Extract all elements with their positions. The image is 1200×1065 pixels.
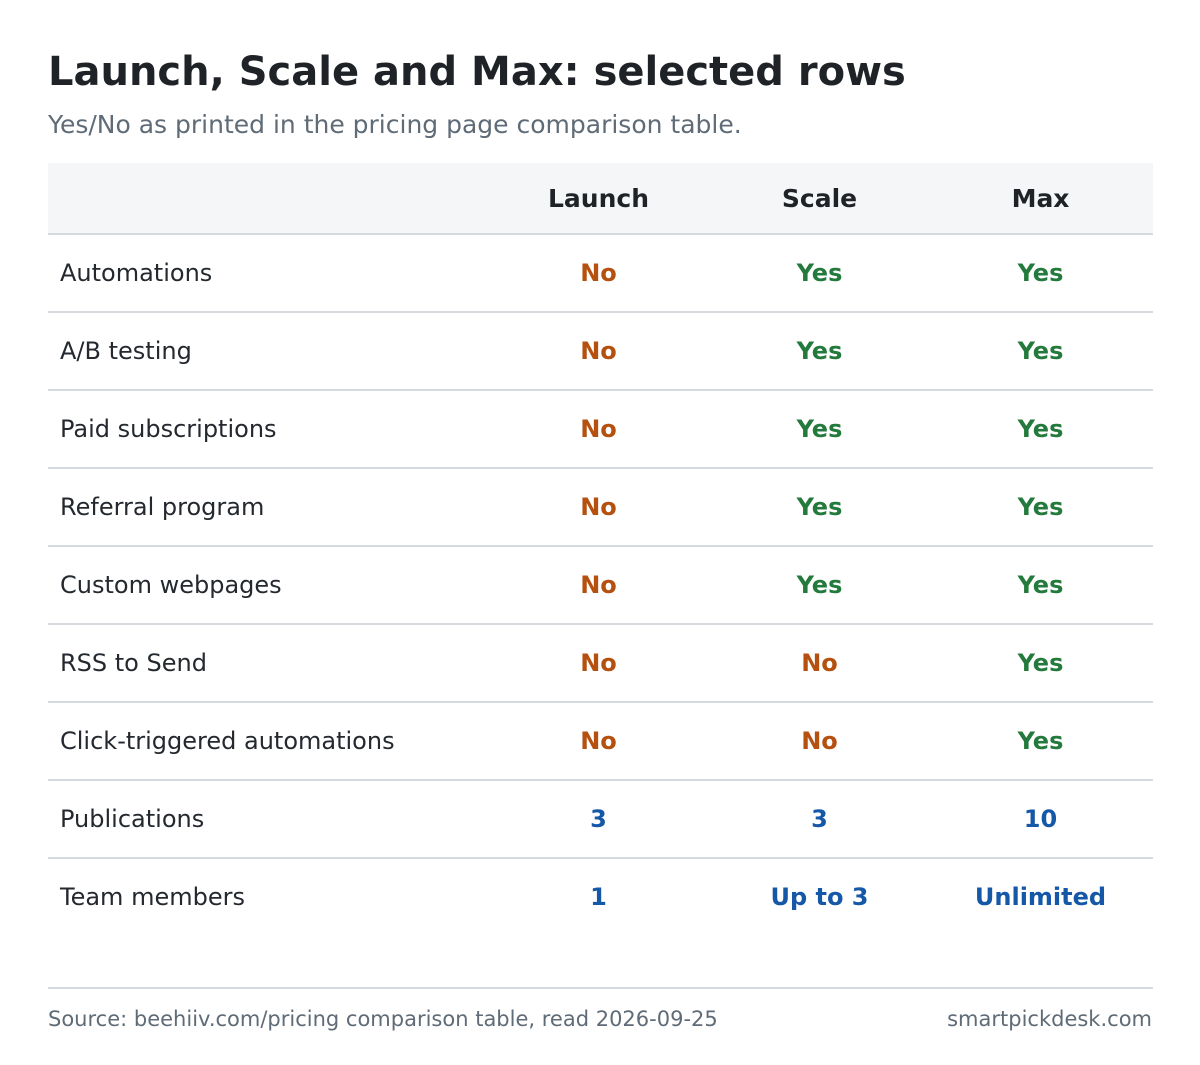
feature-label: Publications [60,805,205,833]
header-launch: Launch [547,183,649,213]
value-cell-scale: Yes [796,571,843,599]
feature-label: RSS to Send [60,649,207,677]
value-cell-max: Yes [1017,337,1064,365]
value-cell-launch: No [580,493,617,521]
table-row: Publications 3 3 10 [48,781,1153,859]
value-cell-scale: Yes [796,259,843,287]
value-cell-max: Yes [1017,727,1064,755]
value-cell-max: Unlimited [974,883,1107,911]
value-cell-scale: No [801,649,838,677]
footer-divider [48,987,1153,989]
value-cell-launch: 3 [590,805,607,833]
value-cell-max: Yes [1017,259,1064,287]
value-cell-launch: No [580,649,617,677]
value-cell-scale: Yes [796,415,843,443]
table-row: A/B testing No Yes Yes [48,313,1153,391]
value-cell-max: Yes [1017,493,1064,521]
header-scale: Scale [781,183,858,213]
value-cell-launch: No [580,571,617,599]
chart-subtitle: Yes/No as printed in the pricing page co… [48,110,742,139]
table-row: RSS to Send No No Yes [48,625,1153,703]
feature-label: Team members [60,883,245,911]
value-cell-launch: No [580,415,617,443]
feature-label: A/B testing [60,337,192,365]
value-cell-scale: 3 [811,805,828,833]
feature-label: Custom webpages [60,571,282,599]
value-cell-scale: Yes [796,493,843,521]
table-row: Custom webpages No Yes Yes [48,547,1153,625]
value-cell-launch: 1 [590,883,607,911]
value-cell-max: Yes [1017,649,1064,677]
value-cell-launch: No [580,337,617,365]
value-cell-scale: Yes [796,337,843,365]
feature-label: Automations [60,259,213,287]
value-cell-launch: No [580,727,617,755]
value-cell-max: Yes [1017,571,1064,599]
table-row: Paid subscriptions No Yes Yes [48,391,1153,469]
table-header-row: Launch Scale Max [48,163,1153,235]
source-note: Source: beehiiv.com/pricing comparison t… [48,1007,718,1031]
value-cell-max: Yes [1017,415,1064,443]
feature-label: Paid subscriptions [60,415,277,443]
feature-label: Click-triggered automations [60,727,395,755]
comparison-table: Launch Scale Max Automations No Yes Yes A/B … [48,163,1153,935]
chart-title: Launch, Scale and Max: selected rows [48,49,906,95]
table-row: Referral program No Yes Yes [48,469,1153,547]
value-cell-launch: No [580,259,617,287]
table-row: Click-triggered automations No No Yes [48,703,1153,781]
feature-label: Referral program [60,493,265,521]
table-body: Automations No Yes Yes A/B testing No Yes Yes Pa… [48,235,1153,935]
table-row: Automations No Yes Yes [48,235,1153,313]
table-row: Team members 1 Up to 3 Unlimited [48,859,1153,935]
value-cell-scale: No [801,727,838,755]
brand-label: smartpickdesk.com [947,1007,1152,1031]
value-cell-max: 10 [1023,805,1058,833]
header-max: Max [1011,183,1070,213]
value-cell-scale: Up to 3 [770,883,869,911]
